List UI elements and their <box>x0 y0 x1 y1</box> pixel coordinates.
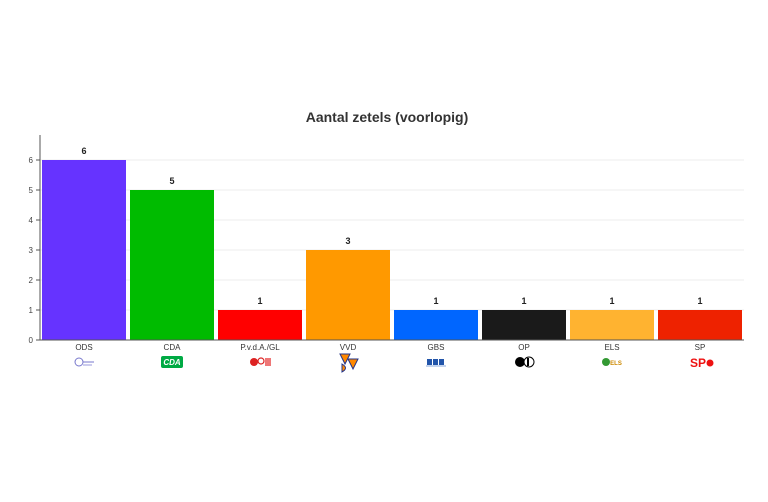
data-label: 5 <box>169 176 174 186</box>
x-tick-label: ODS <box>75 343 92 352</box>
x-tick-label: OP <box>518 343 530 352</box>
pvda-gl-logo-icon <box>250 357 271 366</box>
data-label: 1 <box>257 296 262 306</box>
vvd-logo-icon <box>339 353 359 373</box>
x-tick-label: CDA <box>164 343 182 352</box>
svg-text:SP: SP <box>690 356 706 370</box>
y-tick-label: 2 <box>29 276 34 285</box>
ods-logo-icon <box>74 357 94 367</box>
y-tick-label: 4 <box>29 216 34 225</box>
bar-sp[interactable] <box>658 310 742 340</box>
y-tick-label: 0 <box>29 336 34 345</box>
bar-op[interactable] <box>482 310 566 340</box>
gbs-logo-icon <box>426 359 446 367</box>
sp-logo-icon: SP <box>690 356 714 370</box>
svg-text:CDA: CDA <box>163 358 181 367</box>
bar-ods[interactable] <box>42 160 126 340</box>
y-tick-label: 5 <box>29 186 34 195</box>
x-tick-label: SP <box>695 343 706 352</box>
y-tick-label: 6 <box>29 156 34 165</box>
x-tick-label: ELS <box>604 343 619 352</box>
y-tick-label: 3 <box>29 246 34 255</box>
x-tick-label: VVD <box>340 343 357 352</box>
category-labels: ODS CDA P.v.d.A./GL VVD GBS OP ELS SP <box>75 343 705 352</box>
bar-cda[interactable] <box>130 190 214 340</box>
op-logo-icon <box>515 356 535 368</box>
x-tick-label: GBS <box>428 343 445 352</box>
bar-els[interactable] <box>570 310 654 340</box>
data-label: 1 <box>433 296 438 306</box>
data-label: 1 <box>697 296 702 306</box>
data-label: 3 <box>345 236 350 246</box>
data-label: 1 <box>521 296 526 306</box>
y-axis-ticks: 0 1 2 3 4 5 6 <box>29 156 40 345</box>
bar-p-v-d-a-gl[interactable] <box>218 310 302 340</box>
axes <box>39 135 744 341</box>
bars: 6 5 1 3 1 1 1 1 <box>42 146 742 340</box>
bar-vvd[interactable] <box>306 250 390 340</box>
data-label: 1 <box>609 296 614 306</box>
bar-gbs[interactable] <box>394 310 478 340</box>
chart-title: Aantal zetels (voorlopig) <box>306 109 469 125</box>
svg-text:ELS: ELS <box>610 361 622 367</box>
x-tick-label: P.v.d.A./GL <box>240 343 280 352</box>
els-logo-icon: ELS <box>602 358 622 367</box>
y-tick-label: 1 <box>29 306 34 315</box>
data-label: 6 <box>81 146 86 156</box>
party-logos: CDA ELS SP <box>74 353 714 373</box>
cda-logo-icon: CDA <box>161 356 183 368</box>
